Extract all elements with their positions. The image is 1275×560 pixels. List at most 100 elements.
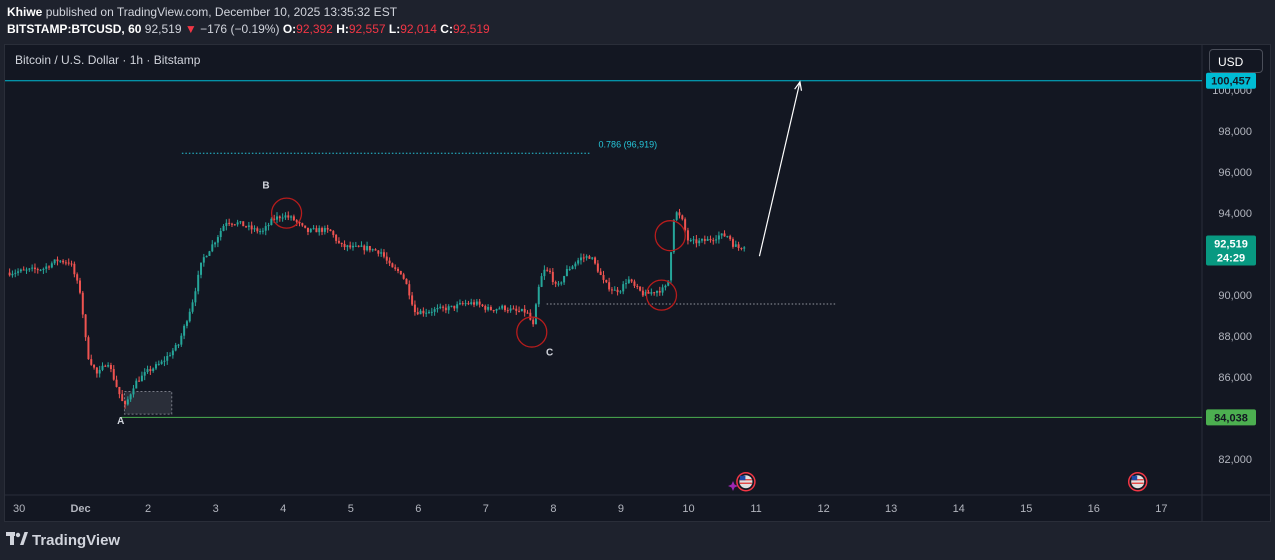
- y-tick-label: 94,000: [1218, 208, 1252, 220]
- candle-body: [391, 263, 394, 268]
- x-tick-label: 4: [280, 503, 286, 515]
- candle-body: [503, 305, 506, 311]
- candle-body: [290, 216, 293, 218]
- highlight-circle[interactable]: [270, 197, 303, 229]
- candle-body: [543, 269, 546, 277]
- candle-body: [11, 273, 14, 276]
- x-tick-label: 30: [13, 503, 25, 515]
- author-name[interactable]: Khiwe: [7, 5, 43, 19]
- candle-body: [177, 344, 180, 346]
- candle-body: [717, 235, 720, 240]
- candle-body: [456, 304, 459, 309]
- candle-body: [734, 244, 737, 247]
- candle-body: [568, 269, 571, 271]
- publish-info: Khiwe published on TradingView.com, Dece…: [7, 5, 397, 19]
- candle-body: [397, 268, 400, 271]
- candle-body: [610, 289, 613, 291]
- candle-body: [115, 379, 118, 387]
- candle-body: [720, 233, 723, 236]
- x-tick-label: 14: [953, 503, 965, 515]
- highlight-circle[interactable]: [654, 220, 686, 252]
- candle-body: [205, 255, 208, 258]
- y-tick-label: 88,000: [1218, 331, 1252, 343]
- candle-body: [602, 275, 605, 280]
- candle-body: [81, 292, 84, 315]
- x-tick-label: 6: [415, 503, 421, 515]
- candle-body: [554, 281, 557, 284]
- candle-body: [523, 308, 526, 313]
- candle-body: [261, 230, 264, 232]
- candle-body: [343, 243, 346, 248]
- candle-body: [537, 286, 540, 305]
- sparkle-icon: [728, 481, 738, 491]
- candle-body: [95, 367, 98, 374]
- candle-body: [647, 292, 650, 294]
- candle-body: [549, 270, 552, 272]
- candle-body: [619, 291, 622, 293]
- y-tick-label: 98,000: [1218, 126, 1252, 138]
- candle-body: [28, 268, 31, 270]
- x-tick-label: 16: [1088, 503, 1100, 515]
- candle-body: [87, 337, 90, 360]
- candle-body: [146, 369, 149, 373]
- candle-body: [653, 292, 656, 294]
- candle-body: [512, 308, 515, 310]
- currency-button[interactable]: USD: [1209, 49, 1263, 73]
- candle-body: [222, 225, 225, 231]
- target-price-badge[interactable]: [1206, 72, 1256, 89]
- candle-body: [118, 386, 121, 395]
- tradingview-logo[interactable]: TradingView: [6, 532, 120, 550]
- candle-body: [138, 380, 141, 382]
- tradingview-icon: [6, 532, 28, 550]
- candle-body: [405, 278, 408, 285]
- candle-body: [14, 272, 17, 274]
- projection-arrow[interactable]: [758, 81, 801, 257]
- candle-body: [160, 361, 163, 364]
- candle-body: [281, 217, 284, 219]
- candle-body: [563, 276, 566, 283]
- low-label: L:: [388, 22, 401, 36]
- candle-body: [388, 260, 391, 264]
- chart-frame[interactable]: [4, 44, 1271, 522]
- candle-body: [25, 269, 28, 271]
- current-price-badge[interactable]: [1206, 235, 1256, 266]
- highlight-circle[interactable]: [645, 279, 678, 311]
- candle-body: [608, 282, 611, 290]
- candle-body: [664, 285, 667, 288]
- candle-body: [411, 295, 414, 305]
- candle-body: [166, 355, 169, 361]
- highlight-circle[interactable]: [516, 316, 548, 348]
- candle-body: [337, 240, 340, 243]
- candle-body: [183, 325, 186, 336]
- support-price-badge[interactable]: [1206, 409, 1256, 426]
- candle-body: [36, 269, 39, 271]
- candle-body: [681, 215, 684, 220]
- candle-body: [501, 305, 504, 309]
- candle-body: [551, 271, 554, 282]
- x-tick-label: Dec: [70, 503, 90, 515]
- candle-body: [433, 309, 436, 312]
- candle-body: [425, 312, 428, 314]
- candle-body: [84, 314, 87, 338]
- candle-body: [506, 310, 509, 312]
- candle-body: [703, 239, 706, 241]
- candle-body: [498, 308, 501, 310]
- candle-body: [33, 267, 36, 270]
- candle-body: [219, 230, 222, 238]
- candle-body: [625, 283, 628, 285]
- candle-body: [284, 215, 287, 218]
- support-price-badge-text: 84,038: [1214, 412, 1248, 424]
- candle-body: [436, 307, 439, 310]
- candle-body: [121, 394, 124, 402]
- candle-body: [276, 216, 279, 220]
- candle-body: [42, 268, 45, 270]
- candle-body: [98, 369, 101, 374]
- candle-body: [658, 290, 661, 293]
- candle-body: [743, 247, 746, 249]
- candle-body: [633, 281, 636, 286]
- candle-body: [39, 269, 42, 271]
- candle-body: [340, 242, 343, 244]
- candle-body: [329, 229, 332, 232]
- candle-body: [292, 216, 295, 221]
